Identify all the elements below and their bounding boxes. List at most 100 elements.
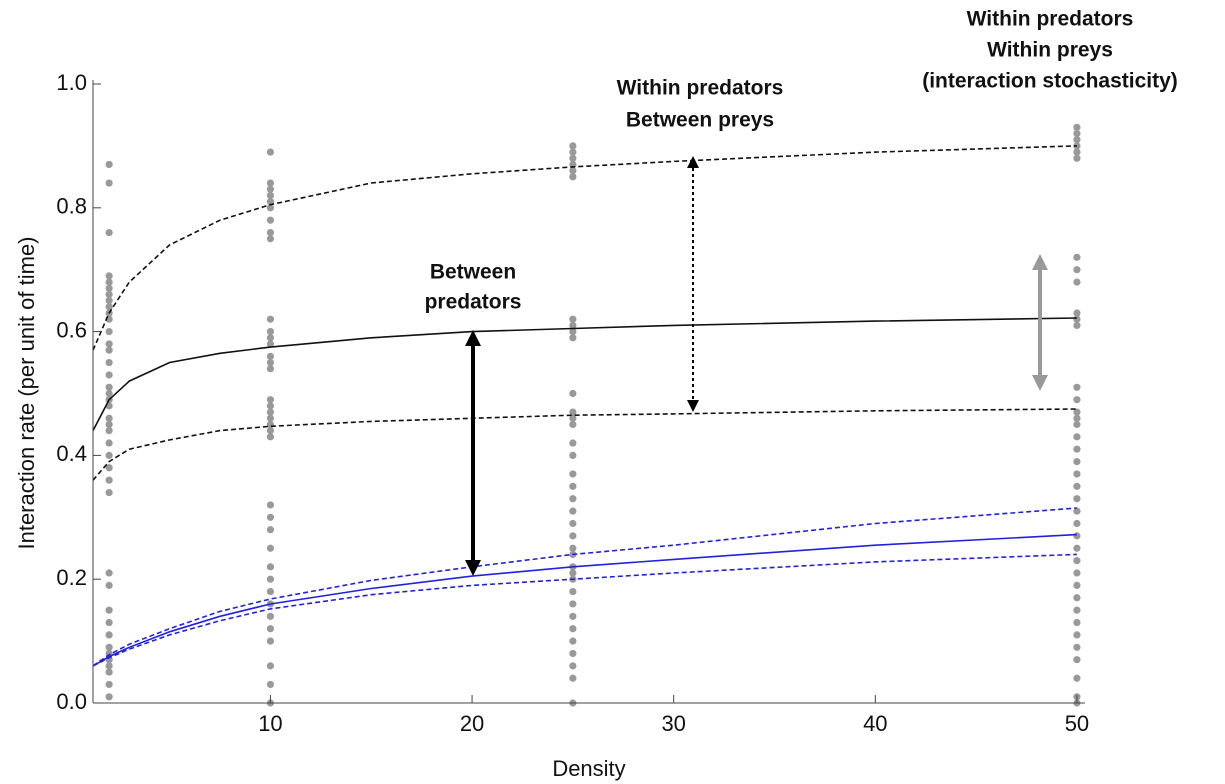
data-point	[569, 389, 577, 398]
y-tick-label: 0.2	[56, 565, 87, 590]
x-tick-label: 50	[1065, 711, 1089, 736]
y-axis-label: Interaction rate (per unit of time)	[14, 236, 39, 549]
data-point	[569, 532, 577, 540]
data-point	[266, 340, 275, 348]
data-point	[266, 216, 275, 224]
data-point	[105, 668, 113, 676]
data-point	[1073, 309, 1081, 317]
data-point	[105, 488, 113, 497]
x-tick-label: 20	[460, 711, 484, 736]
data-point	[569, 637, 577, 645]
data-point	[1073, 278, 1081, 286]
data-point	[266, 513, 275, 521]
data-point	[266, 612, 275, 620]
data-point	[105, 693, 113, 701]
data-point	[266, 544, 275, 552]
data-point	[266, 408, 275, 416]
data-point	[105, 160, 113, 169]
data-point	[266, 427, 275, 435]
data-point	[105, 420, 113, 429]
y-tick-label: 0.0	[56, 689, 87, 714]
data-point	[1073, 581, 1081, 589]
data-point	[266, 680, 275, 689]
annotation: Within preys	[987, 39, 1113, 62]
data-point	[266, 185, 275, 193]
data-point	[569, 439, 577, 447]
annotation: (interaction stochasticity)	[922, 70, 1178, 93]
data-point	[105, 371, 113, 379]
data-point	[105, 606, 113, 614]
data-point	[569, 451, 577, 459]
data-point	[266, 637, 275, 645]
data-point	[105, 476, 113, 484]
data-point	[1073, 420, 1081, 429]
data-point	[105, 328, 113, 336]
y-tick-label: 0.4	[56, 441, 87, 466]
data-point	[1073, 495, 1081, 503]
data-point	[266, 315, 275, 323]
annotation: Between	[430, 261, 516, 284]
annotation: predators	[425, 291, 522, 314]
x-tick-label: 40	[863, 711, 887, 736]
data-point	[569, 482, 577, 490]
data-point	[266, 575, 275, 583]
data-point	[569, 321, 577, 330]
data-point	[569, 507, 577, 515]
data-point	[1073, 482, 1081, 490]
data-point	[1073, 618, 1081, 627]
data-point	[266, 625, 275, 633]
data-point	[266, 365, 275, 373]
data-point	[105, 346, 113, 354]
curve	[92, 553, 1077, 667]
curve	[92, 507, 1077, 667]
data-point	[105, 414, 113, 422]
data-point	[569, 612, 577, 620]
plot-area	[92, 123, 1081, 707]
data-point	[1073, 408, 1081, 416]
data-point	[1073, 457, 1081, 466]
data-point	[105, 451, 113, 459]
data-point	[266, 433, 275, 441]
data-point	[105, 358, 113, 367]
data-point	[569, 148, 577, 156]
data-point	[105, 278, 113, 286]
x-axis-label: Density	[552, 756, 625, 781]
curve	[92, 317, 1077, 431]
data-point	[1073, 148, 1081, 156]
data-point	[569, 154, 577, 162]
data-point	[266, 228, 275, 237]
data-point	[1073, 136, 1081, 144]
data-point	[266, 352, 275, 360]
data-point	[266, 526, 275, 534]
data-point	[105, 340, 113, 348]
data-point	[569, 600, 577, 608]
data-point	[105, 631, 113, 639]
data-point	[105, 618, 113, 627]
data-point	[266, 328, 275, 336]
data-point	[1073, 544, 1081, 552]
curve	[92, 145, 1077, 351]
data-point	[105, 297, 113, 305]
data-point	[1073, 557, 1081, 565]
data-point	[105, 389, 113, 398]
data-point	[1073, 396, 1081, 404]
data-point	[266, 191, 275, 200]
data-point	[105, 228, 113, 237]
data-point	[105, 643, 113, 651]
data-point	[569, 315, 577, 323]
data-point	[105, 662, 113, 670]
data-point	[1073, 383, 1081, 391]
data-point	[266, 402, 275, 410]
data-point	[266, 662, 275, 670]
annotation: Within predators	[967, 8, 1134, 31]
x-tick-label: 30	[661, 711, 685, 736]
data-point	[105, 303, 113, 311]
y-tick-label: 0.8	[56, 194, 87, 219]
data-point	[105, 427, 113, 435]
data-point	[266, 235, 275, 243]
data-point	[1073, 507, 1081, 515]
data-point	[266, 414, 275, 422]
data-point	[266, 204, 275, 212]
data-point	[569, 420, 577, 429]
